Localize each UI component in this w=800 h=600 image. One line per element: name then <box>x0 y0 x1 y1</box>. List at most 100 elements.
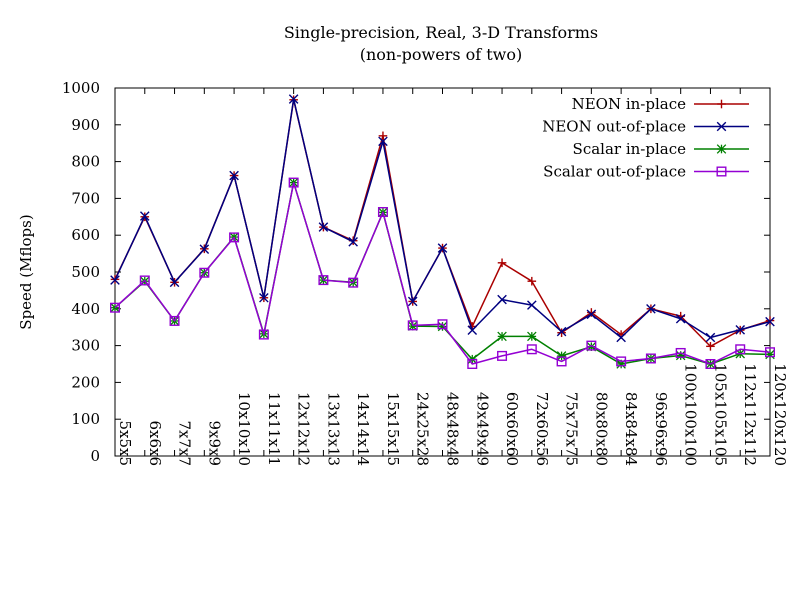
data-point-marker <box>556 326 567 337</box>
x-tick-label: 60x60x60 <box>503 392 521 466</box>
data-point-marker <box>497 331 507 342</box>
data-point-marker <box>716 166 727 177</box>
data-point-marker <box>705 332 716 343</box>
data-point-marker <box>527 300 537 310</box>
x-tick-label: 72x60x56 <box>533 392 551 466</box>
data-point-marker <box>497 294 507 305</box>
data-point-marker <box>288 94 299 104</box>
legend-label: NEON out-of-place <box>542 118 686 136</box>
data-point-marker <box>586 340 597 351</box>
data-point-marker <box>199 244 210 254</box>
data-point-marker <box>467 325 478 335</box>
y-tick-label: 1000 <box>62 79 100 97</box>
data-point-marker <box>407 296 418 307</box>
data-point-marker <box>716 144 727 154</box>
data-point-marker <box>437 243 448 253</box>
data-point-marker <box>765 347 776 358</box>
data-point-marker <box>348 237 358 247</box>
data-point-marker <box>318 275 329 286</box>
x-tick-label: 15x15x15 <box>384 392 402 466</box>
data-point-marker <box>288 177 299 188</box>
y-axis-label: Speed (Mflops) <box>17 214 35 329</box>
x-tick-label: 11x11x11 <box>265 392 283 466</box>
x-tick-label: 7x7x7 <box>176 420 194 466</box>
data-point-marker <box>407 320 418 331</box>
x-tick-label: 120x120x120 <box>771 363 789 466</box>
x-tick-label: 48x48x48 <box>444 392 462 466</box>
x-axis: 5x5x5 6x6x6 7x7x7 9x9x9 10x10x10 11x11x11 12x1… <box>114 88 789 466</box>
data-point-marker <box>169 315 180 326</box>
data-point-marker <box>675 347 686 358</box>
data-point-marker <box>527 276 537 286</box>
y-tick-label: 400 <box>71 300 100 318</box>
x-tick-label: 12x12x12 <box>295 392 313 466</box>
y-tick-label: 900 <box>71 116 100 134</box>
chart-title: Single-precision, Real, 3-D Transforms <box>284 23 598 42</box>
data-point-marker <box>706 342 715 351</box>
data-point-marker <box>735 324 746 335</box>
y-tick-label: 100 <box>71 410 100 428</box>
legend-item: Scalar out-of-place <box>543 163 749 181</box>
data-point-marker <box>717 99 726 109</box>
legend-item: NEON in-place <box>572 95 749 113</box>
legend: NEON in-place NEON out-of-place Scalar in-… <box>542 95 749 181</box>
x-tick-label: 6x6x6 <box>146 420 164 466</box>
data-point-marker <box>377 207 388 218</box>
data-point-marker <box>675 313 686 324</box>
series-line <box>114 181 771 365</box>
data-point-marker <box>110 275 120 285</box>
data-point-marker <box>646 304 656 314</box>
data-point-marker <box>348 277 359 288</box>
y-tick-label: 0 <box>90 447 100 465</box>
data-point-marker <box>556 356 567 367</box>
y-tick-label: 200 <box>71 373 100 391</box>
data-point-marker <box>229 232 240 243</box>
series-neon-out-of-place <box>110 94 775 343</box>
data-point-marker <box>586 309 597 320</box>
data-point-marker <box>616 356 627 367</box>
series-group <box>109 94 776 370</box>
data-point-marker <box>526 344 537 355</box>
data-point-marker <box>139 211 150 221</box>
data-point-marker <box>527 331 537 342</box>
y-tick-label: 700 <box>71 189 100 207</box>
data-point-marker <box>765 316 775 325</box>
x-tick-label: 24x25x28 <box>414 392 432 466</box>
data-point-marker <box>497 258 507 268</box>
x-tick-label: 10x10x10 <box>235 392 253 466</box>
data-point-marker <box>616 332 626 343</box>
data-point-marker <box>467 359 478 370</box>
data-point-marker <box>497 350 508 361</box>
x-tick-label: 5x5x5 <box>116 420 134 466</box>
data-point-marker <box>645 353 656 364</box>
data-point-marker <box>735 344 746 355</box>
data-point-marker <box>109 302 120 313</box>
x-tick-label: 9x9x9 <box>205 420 223 466</box>
data-point-marker <box>229 170 239 181</box>
legend-label: Scalar in-place <box>573 140 687 158</box>
y-tick-label: 600 <box>71 226 100 244</box>
data-point-marker <box>705 359 716 370</box>
x-tick-label: 80x80x80 <box>592 392 610 466</box>
data-point-marker <box>378 136 388 147</box>
y-tick-label: 500 <box>71 263 100 281</box>
x-tick-label: 84x84x84 <box>622 392 640 466</box>
data-point-marker <box>139 275 150 286</box>
data-point-marker <box>765 316 775 327</box>
x-tick-label: 100x100x100 <box>682 363 700 466</box>
data-point-marker <box>557 328 566 338</box>
x-tick-label: 96x96x96 <box>652 392 670 466</box>
x-tick-label: 105x105x105 <box>711 363 729 466</box>
legend-item: NEON out-of-place <box>542 118 749 136</box>
data-point-marker <box>378 131 388 141</box>
data-point-marker <box>437 319 448 330</box>
legend-label: Scalar out-of-place <box>543 163 686 181</box>
legend-label: NEON in-place <box>572 95 687 113</box>
y-tick-label: 300 <box>71 337 100 355</box>
x-tick-label: 13x13x13 <box>324 392 342 466</box>
data-point-marker <box>587 308 596 317</box>
x-tick-label: 14x14x14 <box>354 392 372 466</box>
